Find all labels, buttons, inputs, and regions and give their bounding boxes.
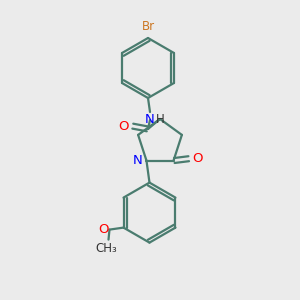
- Text: O: O: [118, 119, 129, 133]
- Text: N: N: [133, 154, 142, 167]
- Text: N: N: [145, 113, 155, 126]
- Text: Br: Br: [141, 20, 154, 33]
- Text: H: H: [156, 113, 164, 126]
- Text: CH₃: CH₃: [96, 242, 117, 255]
- Text: O: O: [193, 152, 203, 165]
- Text: O: O: [98, 223, 109, 236]
